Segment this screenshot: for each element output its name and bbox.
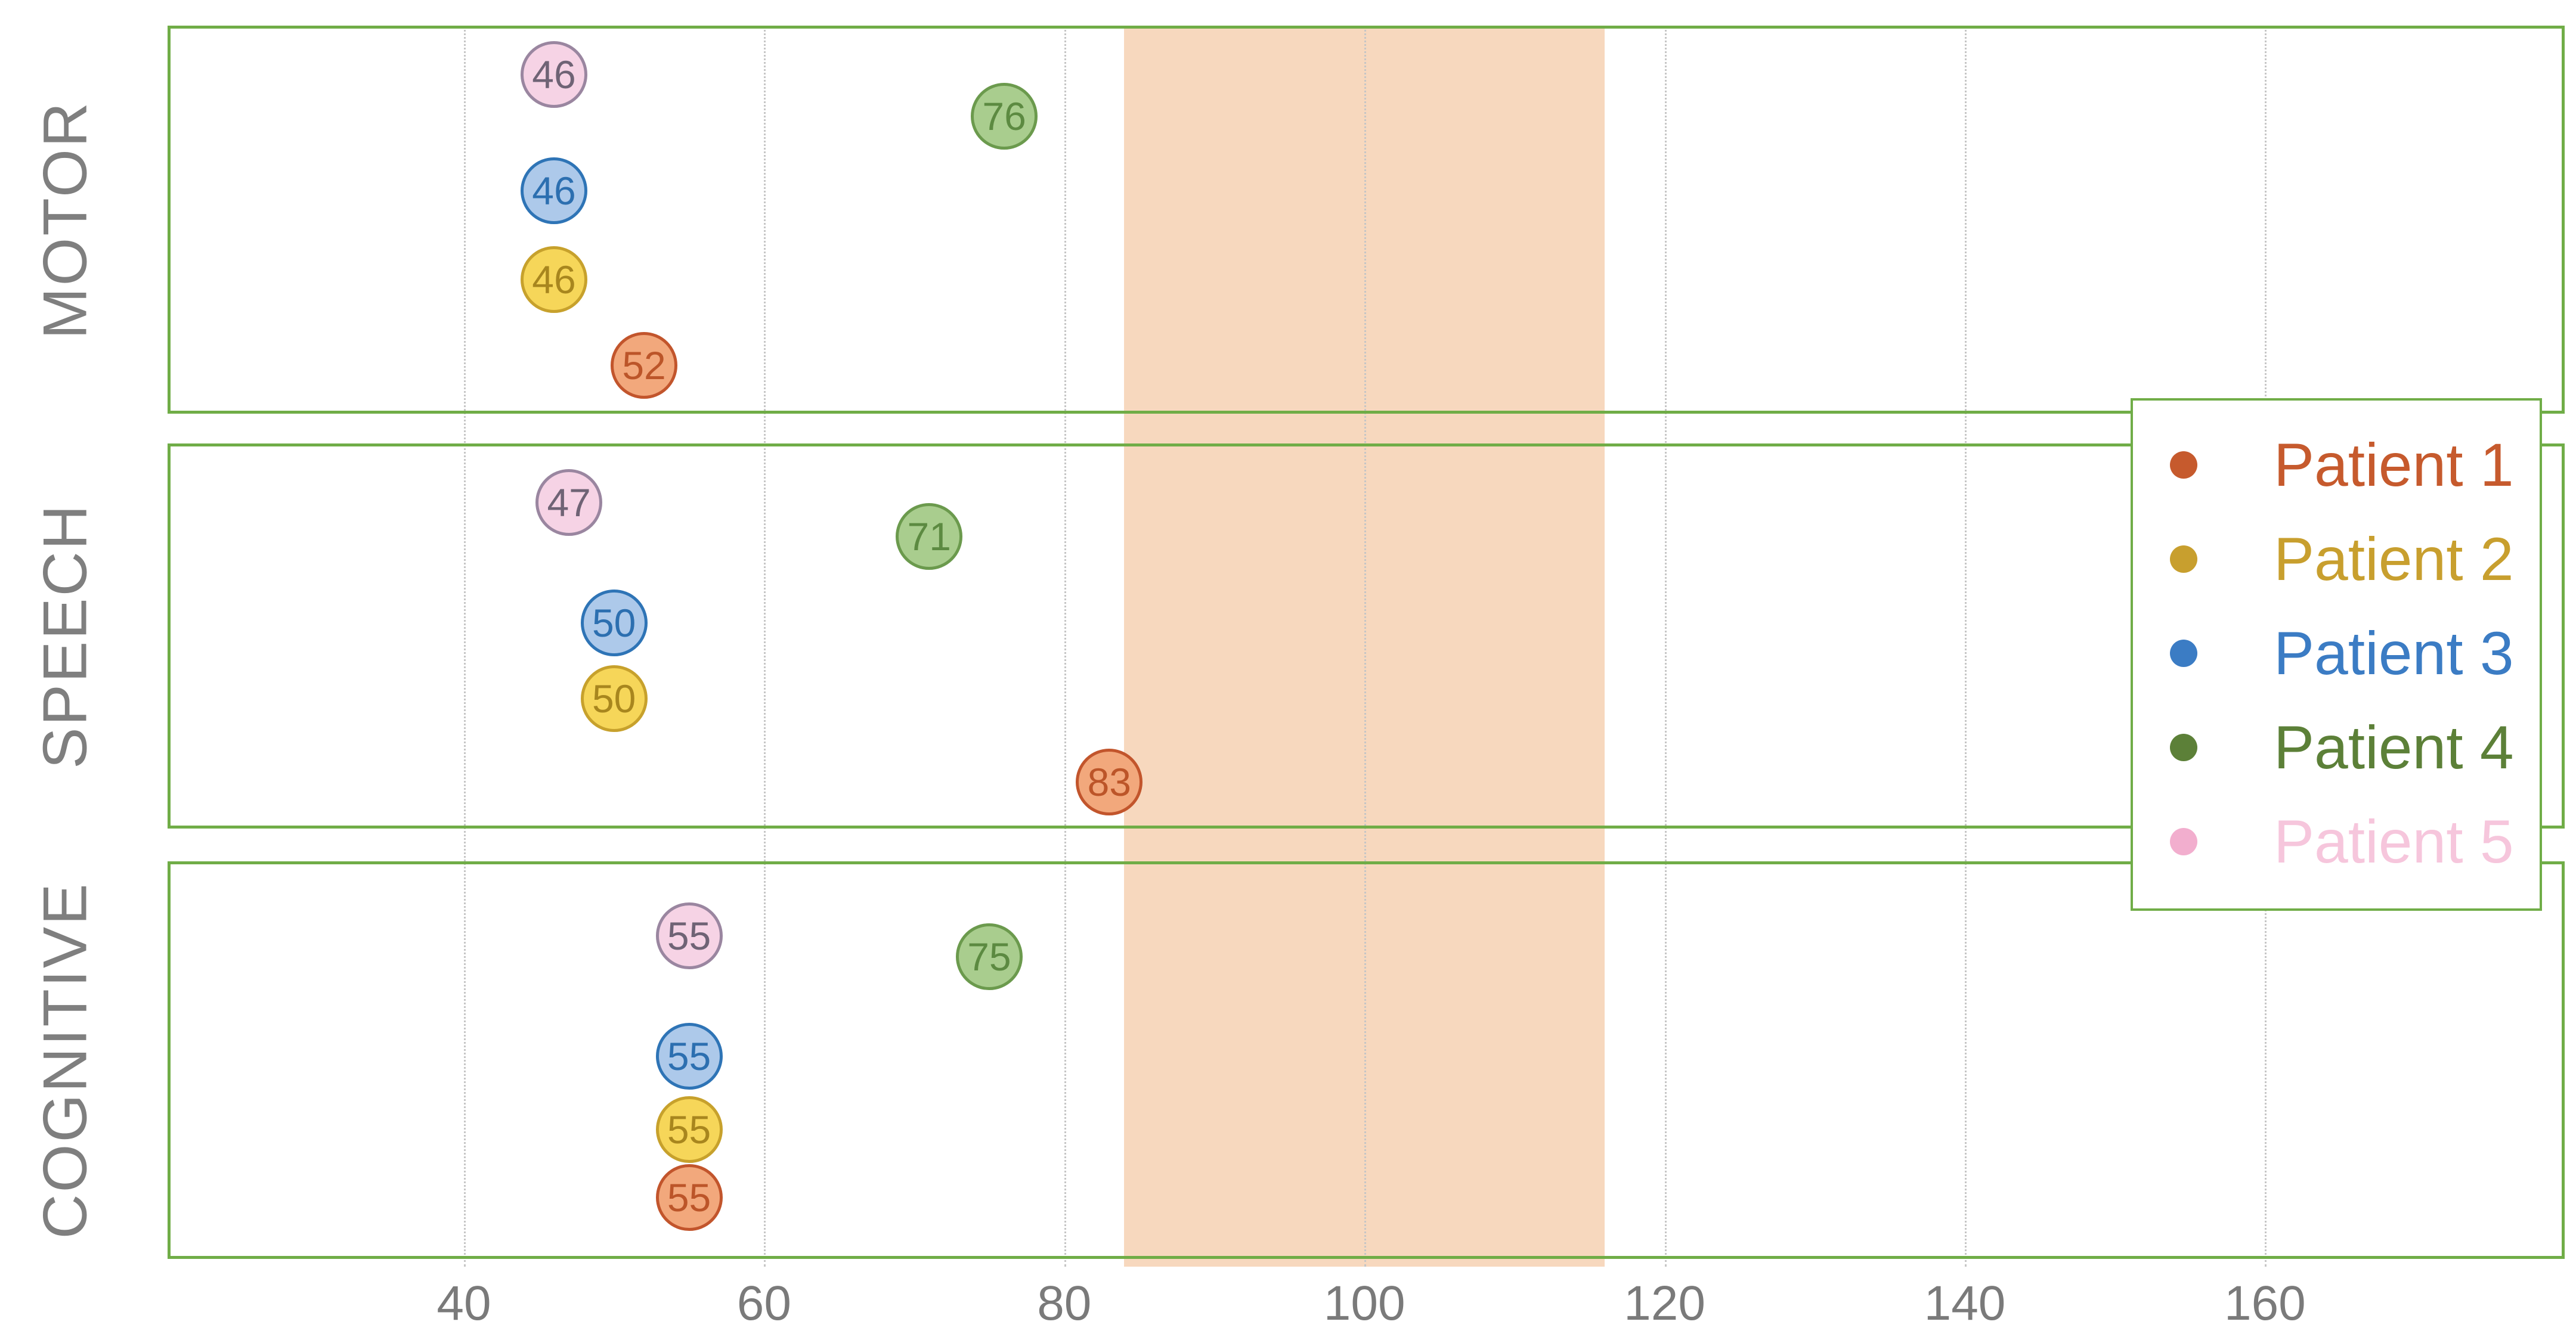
- legend-dot-icon: [2170, 828, 2197, 855]
- row-label-speech: SPEECH: [30, 503, 100, 769]
- legend-item-patient-3[interactable]: Patient 3: [2133, 612, 2540, 695]
- gridline-60: [764, 26, 766, 1267]
- data-point-patient-1-cognitive[interactable]: 55: [655, 1164, 723, 1231]
- row-box-speech: [168, 443, 2565, 829]
- data-point-patient-4-motor[interactable]: 76: [971, 83, 1038, 150]
- legend-dot-icon: [2170, 734, 2197, 761]
- legend-item-patient-1[interactable]: Patient 1: [2133, 423, 2540, 507]
- data-point-patient-5-motor[interactable]: 46: [521, 41, 588, 108]
- data-point-patient-3-speech[interactable]: 50: [580, 590, 648, 657]
- legend-label: Patient 5: [2274, 807, 2514, 876]
- row-label-cognitive: COGNITIVE: [30, 881, 100, 1239]
- legend-item-patient-2[interactable]: Patient 2: [2133, 517, 2540, 601]
- data-point-patient-1-speech[interactable]: 83: [1076, 748, 1143, 815]
- legend-label: Patient 2: [2274, 525, 2514, 593]
- row-box-cognitive: [168, 861, 2565, 1259]
- gridline-80: [1064, 26, 1066, 1267]
- row-box-motor: [168, 26, 2565, 414]
- legend-item-patient-4[interactable]: Patient 4: [2133, 706, 2540, 789]
- legend-item-patient-5[interactable]: Patient 5: [2133, 800, 2540, 883]
- x-tick-label: 100: [1323, 1276, 1405, 1330]
- legend-label: Patient 1: [2274, 430, 2514, 499]
- legend-dot-icon: [2170, 545, 2197, 573]
- legend-box: Patient 1 Patient 2 Patient 3 Patient 4 Pati…: [2131, 398, 2542, 911]
- x-tick-label: 40: [436, 1276, 491, 1330]
- data-point-patient-5-cognitive[interactable]: 55: [655, 902, 723, 970]
- data-point-patient-4-speech[interactable]: 71: [896, 503, 963, 570]
- data-point-patient-2-cognitive[interactable]: 55: [655, 1096, 723, 1164]
- x-tick-label: 80: [1037, 1276, 1092, 1330]
- legend-label: Patient 4: [2274, 713, 2514, 781]
- gridline-140: [1965, 26, 1967, 1267]
- x-tick-label: 60: [736, 1276, 791, 1330]
- data-point-patient-4-cognitive[interactable]: 75: [955, 923, 1023, 991]
- data-point-patient-3-motor[interactable]: 46: [521, 157, 588, 224]
- x-tick-label: 120: [1624, 1276, 1706, 1330]
- data-point-patient-5-speech[interactable]: 47: [535, 469, 603, 536]
- legend-dot-icon: [2170, 640, 2197, 667]
- data-point-patient-3-cognitive[interactable]: 55: [655, 1022, 723, 1090]
- data-point-patient-2-speech[interactable]: 50: [580, 665, 648, 732]
- row-label-motor: MOTOR: [30, 100, 100, 339]
- gridline-100: [1364, 26, 1367, 1267]
- legend-label: Patient 3: [2274, 619, 2514, 687]
- x-tick-label: 160: [2224, 1276, 2306, 1330]
- gridline-40: [464, 26, 466, 1267]
- data-point-patient-2-motor[interactable]: 46: [521, 246, 588, 314]
- data-point-patient-1-motor[interactable]: 52: [611, 331, 678, 399]
- gridline-120: [1664, 26, 1667, 1267]
- x-tick-label: 140: [1924, 1276, 2006, 1330]
- legend-dot-icon: [2170, 451, 2197, 479]
